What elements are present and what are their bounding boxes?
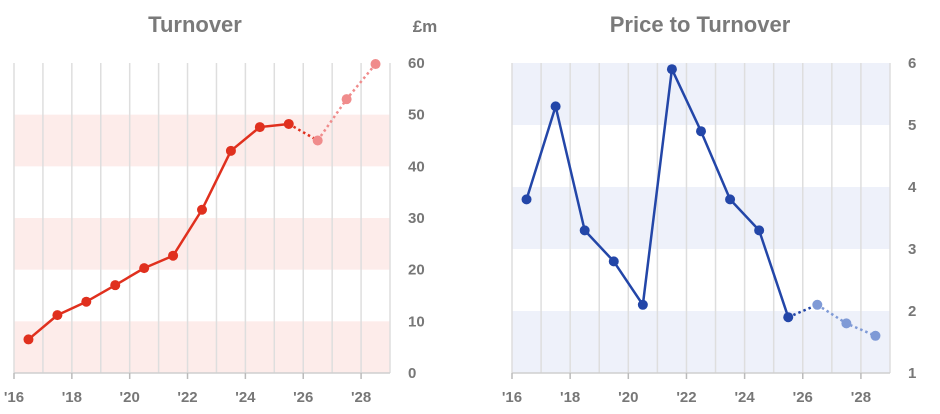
data-point-actual (783, 312, 794, 323)
x-tick-label: '20 (120, 389, 140, 406)
grid-band (512, 63, 890, 125)
data-point-actual (197, 204, 207, 215)
x-tick-label: '26 (293, 389, 313, 406)
chart-unit-turnover: £m (413, 17, 438, 36)
data-point-actual (608, 256, 619, 267)
y-tick-label: 0 (408, 365, 416, 382)
grid-band (14, 114, 390, 167)
grid-band (512, 311, 890, 373)
data-point-actual (666, 64, 677, 75)
series-line-actual (27, 122, 289, 341)
data-point-actual (754, 225, 765, 236)
series-line-forecast (288, 122, 319, 142)
x-tick-label: '18 (560, 389, 580, 406)
data-point-actual (637, 299, 648, 310)
x-tick-label: '22 (177, 389, 197, 406)
chart-title-price-to-turnover: Price to Turnover (610, 12, 791, 37)
data-point-actual (52, 310, 63, 321)
y-tick-label: 3 (908, 241, 916, 258)
data-point-actual (110, 280, 121, 291)
data-point-forecast (341, 94, 352, 105)
data-point-actual (550, 101, 561, 112)
y-tick-label: 1 (908, 365, 916, 382)
y-tick-label: 10 (408, 313, 425, 330)
grid-band (14, 218, 390, 270)
y-tick-label: 5 (908, 117, 916, 134)
grid-band (14, 321, 390, 373)
data-point-actual (81, 296, 92, 307)
x-tick-label: '26 (793, 389, 813, 406)
x-tick-label: '16 (502, 389, 522, 406)
x-tick-label: '28 (851, 389, 871, 406)
x-tick-label: '20 (618, 389, 638, 406)
grid-band (512, 187, 890, 249)
y-tick-label: 60 (408, 55, 425, 72)
data-point-actual (23, 334, 34, 345)
data-point-forecast (812, 299, 823, 310)
y-tick-label: 40 (408, 158, 425, 175)
data-point-forecast (870, 330, 881, 341)
x-tick-label: '28 (351, 389, 371, 406)
x-tick-label: '18 (62, 389, 82, 406)
series-line-actual (525, 67, 790, 318)
data-point-actual (696, 126, 706, 137)
y-tick-label: 6 (908, 55, 916, 72)
x-tick-label: '24 (734, 389, 755, 406)
y-tick-label: 4 (908, 179, 917, 196)
data-point-forecast (312, 135, 323, 146)
plot-turnover: '16 '18 '20 '22 '24 '26 '28 0 10 20 30 40 50 60 (4, 55, 425, 406)
y-tick-label: 20 (408, 262, 425, 279)
data-point-actual (225, 145, 236, 156)
data-point-actual (283, 118, 294, 129)
x-tick-label: '16 (4, 389, 24, 406)
data-point-actual (139, 263, 150, 274)
data-point-forecast (841, 318, 852, 329)
x-tick-label: '22 (676, 389, 696, 406)
y-tick-label: 50 (408, 107, 425, 124)
x-tick-label: '24 (235, 389, 256, 406)
plot-price-to-turnover: '16 '18 '20 '22 '24 '26 '28 1 2 3 4 5 6 (502, 55, 917, 406)
data-point-actual (254, 122, 265, 133)
data-point-forecast (370, 59, 381, 70)
y-tick-label: 30 (408, 210, 425, 227)
data-point-actual (168, 250, 179, 261)
data-point-actual (725, 194, 736, 205)
y-tick-label: 2 (908, 303, 916, 320)
data-point-actual (521, 194, 532, 205)
chart-title-turnover: Turnover (148, 12, 242, 37)
data-point-actual (579, 225, 590, 236)
